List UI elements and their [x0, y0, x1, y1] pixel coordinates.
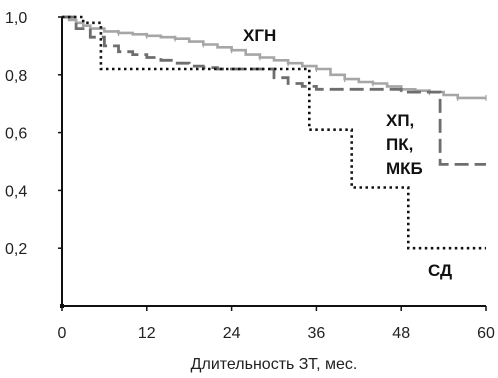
series-line-3	[62, 15, 486, 250]
chart-axes	[58, 16, 487, 311]
y-tick-label: 0,2	[5, 241, 27, 258]
x-axis-label: Длительность ЗТ, мес.	[191, 356, 358, 373]
series-label-3: СД	[428, 261, 452, 280]
x-tick-label: 36	[308, 325, 326, 342]
tick-labels: 0 12 24 36 48 60 0,2 0,4 0,6 0,8 1,0	[5, 10, 495, 342]
series-line-2	[62, 15, 486, 166]
x-tick-label: 0	[58, 325, 67, 342]
y-tick-label: 1,0	[5, 10, 27, 27]
series-label-2: ХП, ПК, МКБ	[386, 111, 423, 178]
series-label-1: ХГН	[243, 26, 276, 45]
series-lines	[62, 15, 487, 250]
series-labels: ХГН ХП, ПК, МКБ СД	[243, 26, 452, 280]
y-tick-label: 0,6	[5, 126, 27, 143]
y-tick-label: 0,4	[5, 183, 27, 200]
x-tick-label: 12	[138, 325, 156, 342]
y-tick-label: 0,8	[5, 68, 27, 85]
x-tick-label: 24	[223, 325, 241, 342]
x-tick-label: 60	[477, 325, 495, 342]
x-tick-label: 48	[392, 325, 410, 342]
